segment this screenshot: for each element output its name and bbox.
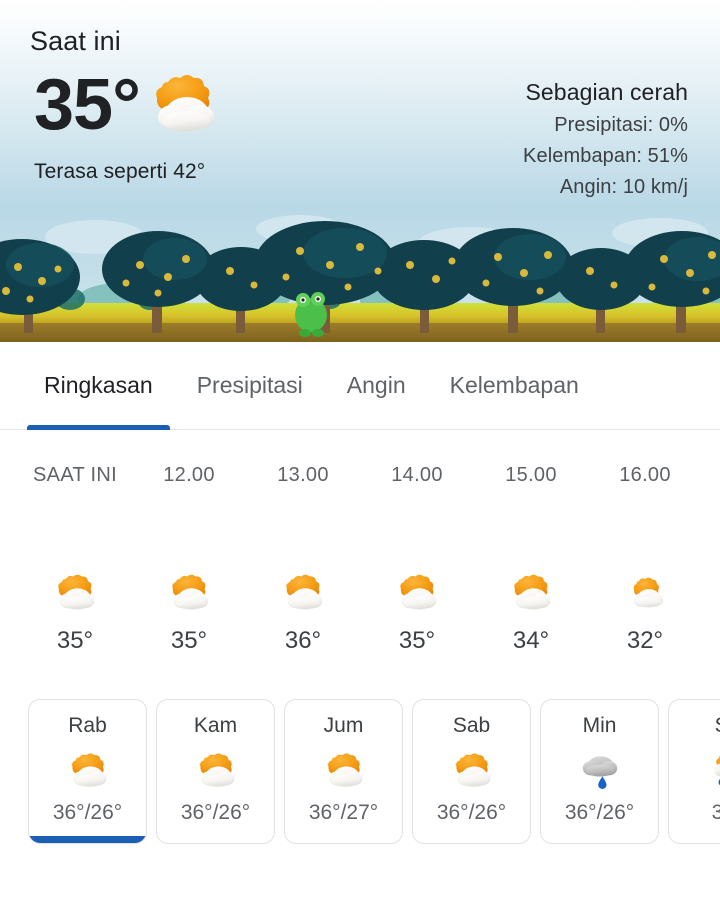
hour-time-label: 16.00	[619, 464, 671, 486]
sun-behind-cloud-icon	[194, 748, 238, 792]
hour-time-label: SAAT INI	[33, 464, 117, 486]
feels-like-text: Terasa seperti 42°	[34, 160, 206, 184]
sun-behind-cloud-icon	[322, 748, 366, 792]
day-temperature-range: 34°	[712, 801, 720, 825]
daily-card-kam[interactable]: Kam 36°/26°	[156, 699, 275, 844]
day-temperature-range: 36°/26°	[52, 801, 123, 824]
day-name-label: Sab	[452, 714, 491, 737]
tab-kelembapan[interactable]: Kelembapan	[428, 342, 601, 430]
tab-angin[interactable]: Angin	[325, 342, 428, 430]
sun-behind-cloud-icon	[52, 569, 98, 615]
hourly-column[interactable]: 12.00 35°	[132, 464, 246, 655]
sun-behind-cloud-icon	[280, 569, 326, 615]
hour-time-label: 14.00	[391, 464, 443, 486]
precipitation-text: Presipitasi: 0%	[554, 114, 688, 136]
daily-card-min[interactable]: Min 36°/26°	[540, 699, 659, 844]
hour-temperature: 35°	[170, 627, 208, 654]
sun-rain-icon	[706, 748, 720, 792]
day-temperature-range: 36°/26°	[564, 801, 635, 824]
sun-behind-cloud-icon	[450, 748, 494, 792]
tab-label: Angin	[346, 372, 406, 398]
hour-temperature: 36°	[284, 627, 322, 654]
current-left-block: 35°	[30, 65, 220, 184]
hour-temperature: 35°	[398, 627, 436, 654]
current-conditions-header: Saat ini 35°	[0, 0, 720, 207]
sun-behind-cloud-icon	[624, 569, 666, 615]
tab-presipitasi[interactable]: Presipitasi	[175, 342, 325, 430]
day-temperature-range: 36°/27°	[308, 801, 379, 824]
hour-temperature: 34°	[512, 627, 550, 654]
tab-label: Presipitasi	[196, 372, 303, 398]
hour-temperature: 32°	[626, 627, 664, 654]
hourly-column[interactable]: 15.00 34°	[474, 464, 588, 655]
wind-text: Angin: 10 km/j	[559, 176, 688, 198]
day-name-label: Jum	[323, 714, 364, 737]
hour-time-label: 15.00	[505, 464, 557, 486]
current-details-block: Sebagian cerah Presipitasi: 0% Kelembapa…	[523, 71, 690, 199]
sun-behind-cloud-icon	[394, 569, 440, 615]
hour-time-label: 13.00	[277, 464, 329, 486]
daily-card-sab[interactable]: Sab 36°/26°	[412, 699, 531, 844]
orchard-illustration	[0, 207, 720, 342]
day-temperature-range: 36°/26°	[180, 801, 251, 824]
daily-card-jum[interactable]: Jum 36°/27°	[284, 699, 403, 844]
rain-cloud-icon	[578, 748, 622, 792]
hour-temperature: 35°	[56, 627, 94, 654]
hourly-column[interactable]: 16.00 32°	[588, 464, 702, 655]
daily-card-senin-partial[interactable]: Se 34°	[668, 699, 720, 844]
tab-label: Kelembapan	[449, 372, 579, 398]
current-temperature: 35°	[34, 65, 141, 145]
tab-label: Ringkasan	[44, 372, 153, 398]
hour-time-label: 12.00	[163, 464, 215, 486]
condition-text: Sebagian cerah	[525, 79, 688, 105]
now-label: Saat ini	[30, 26, 121, 56]
forecast-tab-bar[interactable]: Ringkasan Presipitasi Angin Kelembapan	[0, 342, 720, 430]
sun-behind-cloud-icon	[166, 569, 212, 615]
day-name-label: Se	[715, 714, 720, 738]
hourly-forecast: SAAT INI 35° 12.00	[0, 430, 720, 655]
daily-forecast-list[interactable]: Rab 36°/26° Kam	[0, 699, 720, 844]
humidity-text: Kelembapan: 51%	[523, 145, 688, 167]
hourly-column[interactable]: 14.00 35°	[360, 464, 474, 655]
day-name-label: Kam	[193, 714, 238, 737]
green-frog-character	[295, 292, 327, 337]
sun-behind-cloud-icon	[66, 748, 110, 792]
hourly-column[interactable]: 13.00 36°	[246, 464, 360, 655]
sun-behind-cloud-icon	[508, 569, 554, 615]
tab-ringkasan[interactable]: Ringkasan	[22, 342, 175, 430]
day-temperature-range: 36°/26°	[436, 801, 507, 824]
daily-card-rab[interactable]: Rab 36°/26°	[28, 699, 147, 844]
day-name-label: Rab	[68, 714, 107, 737]
sun-behind-cloud-icon	[146, 72, 220, 139]
day-name-label: Min	[582, 714, 617, 737]
hourly-column[interactable]: SAAT INI 35°	[18, 464, 132, 655]
